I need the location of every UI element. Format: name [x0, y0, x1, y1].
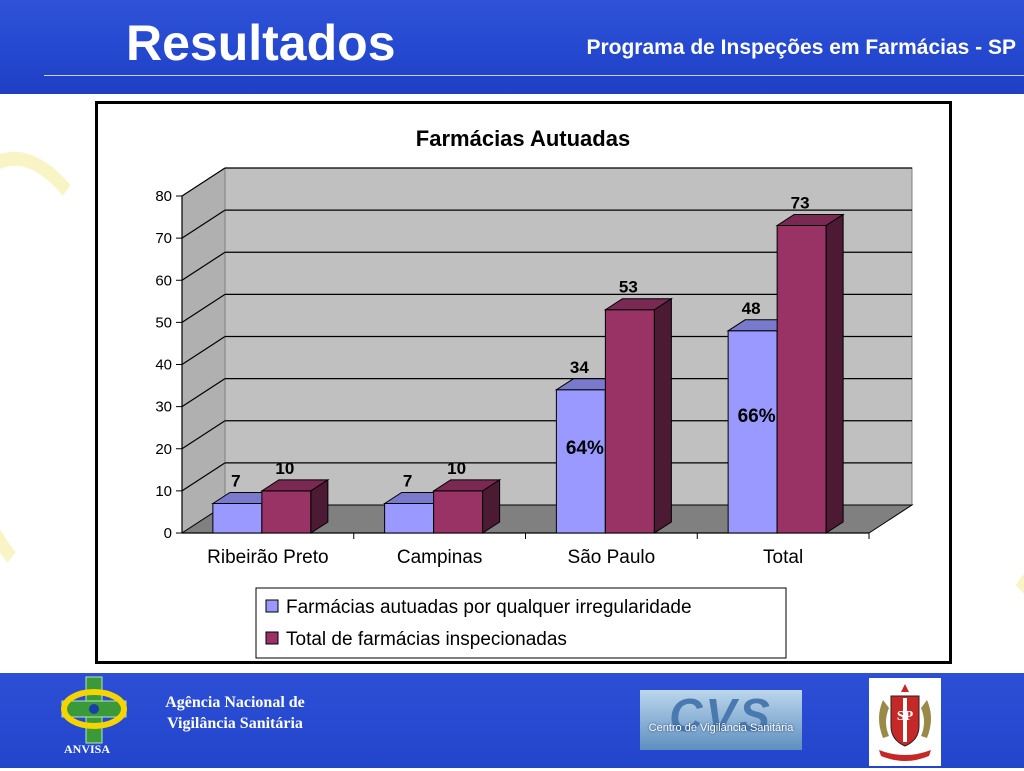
- bar: [727, 330, 778, 534]
- header-bar: Resultados Programa de Inspeções em Farm…: [0, 0, 1024, 94]
- gridline-side: [181, 335, 226, 366]
- y-tick-label: 20: [155, 441, 172, 458]
- data-label: 48: [742, 299, 761, 318]
- gridline-side: [181, 209, 226, 239]
- gridline-side: [181, 420, 226, 450]
- y-tick-label: 40: [155, 357, 172, 374]
- gridline-side: [181, 378, 226, 408]
- gridline-side: [181, 462, 226, 492]
- data-label: 10: [275, 459, 294, 478]
- y-tick-label: 60: [155, 272, 172, 289]
- data-label: 7: [231, 472, 240, 491]
- percent-label: 64%: [566, 438, 604, 459]
- agency-name: Agência Nacional de Vigilância Sanitária: [140, 692, 330, 734]
- chart-frame: Farmácias Autuadas 0 10 20 30 40 50 60 70 80 Ribei…: [95, 101, 952, 664]
- bar-chart: Farmácias Autuadas 0 10 20 30 40 50 60 70 80 Ribei…: [155, 126, 914, 659]
- sp-logo-letters: SP: [897, 709, 914, 724]
- bar: [212, 503, 263, 534]
- agency-abbr: ANVISA: [64, 742, 111, 756]
- x-tick-label: Total: [763, 547, 803, 568]
- bar-side: [653, 297, 672, 534]
- agency-name-line2: Vigilância Sanitária: [167, 715, 303, 732]
- data-label: 53: [619, 278, 638, 297]
- footer-bar: [0, 673, 1024, 768]
- legend-label: Farmácias autuadas por qualquer irregula…: [286, 597, 692, 618]
- bar: [384, 503, 435, 534]
- slide-title: Resultados: [126, 15, 396, 71]
- bar: [433, 490, 484, 534]
- bar-side: [482, 478, 501, 534]
- cvs-logo-letters: CVS: [669, 690, 773, 741]
- y-tick-label: 50: [155, 314, 172, 331]
- cvs-logo: CVS Centro de Vigilância Sanitária: [640, 690, 802, 750]
- y-tick-label: 0: [164, 525, 172, 542]
- y-tick-label: 80: [155, 188, 172, 205]
- legend: [255, 587, 787, 659]
- bar: [555, 389, 606, 534]
- agency-name-line1: Agência Nacional de: [165, 694, 305, 711]
- y-tick-label: 70: [155, 230, 172, 247]
- cvs-logo-text: Centro de Vigilância Sanitária: [648, 722, 794, 734]
- legend-label: Total de farmácias inspecionadas: [286, 629, 567, 650]
- y-tick-label: 30: [155, 399, 172, 416]
- sp-coat-of-arms-logo: SP: [869, 678, 941, 766]
- y-tick-label: 10: [155, 483, 172, 500]
- data-label: 7: [403, 472, 412, 491]
- legend-swatch: [265, 599, 279, 613]
- x-tick-label: Ribeirão Preto: [207, 547, 328, 568]
- bar-side: [825, 213, 844, 534]
- bar-side: [310, 478, 329, 534]
- bar: [604, 309, 655, 534]
- data-label: 73: [791, 193, 810, 212]
- anvisa-logo-icon: [61, 676, 127, 744]
- x-tick-label: São Paulo: [568, 547, 656, 568]
- gridline-side: [181, 251, 226, 281]
- gridline-side: [181, 167, 226, 197]
- data-label: 10: [447, 459, 466, 478]
- data-label: 34: [570, 358, 589, 377]
- sp-coat-of-arms-icon: SP: [879, 684, 931, 761]
- header-rule: [44, 75, 1024, 76]
- bar: [776, 224, 827, 534]
- legend-swatch: [265, 631, 279, 645]
- gridline-side: [181, 293, 226, 323]
- bar: [261, 490, 312, 534]
- x-tick-label: Campinas: [397, 547, 483, 568]
- percent-label: 66%: [738, 406, 776, 427]
- chart-title: Farmácias Autuadas: [416, 126, 630, 151]
- slide-subtitle: Programa de Inspeções em Farmácias - SP: [586, 36, 1016, 59]
